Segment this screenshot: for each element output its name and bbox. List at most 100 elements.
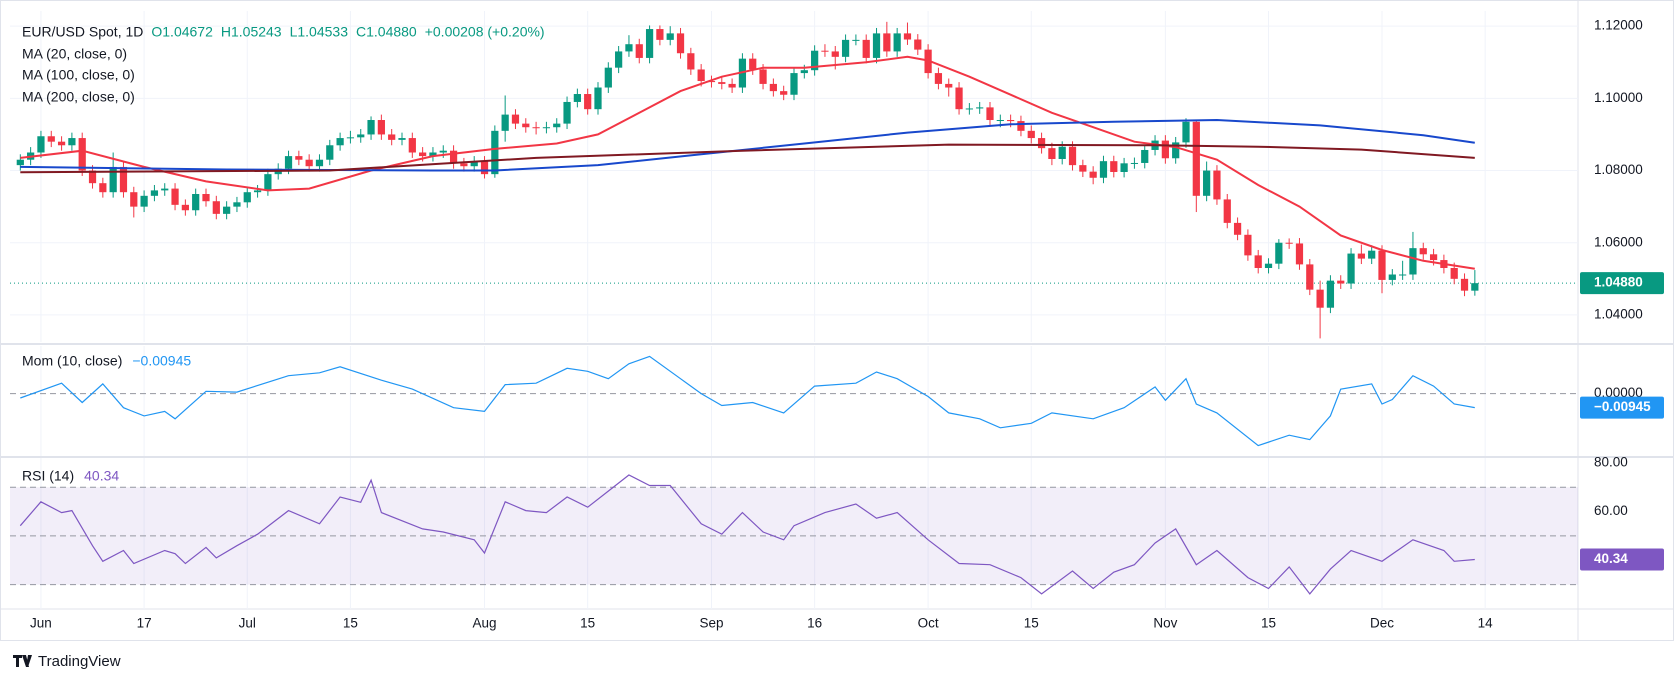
candle-body (1130, 162, 1139, 164)
legend-entry: MA (20, close, 0) (22, 46, 127, 62)
x-tick-label: Aug (473, 616, 497, 631)
last-value-label: 1.04880 (1594, 275, 1643, 290)
candle-body (1027, 130, 1035, 139)
candle-body (542, 127, 551, 129)
candle-body (398, 138, 406, 140)
candle-body (511, 114, 520, 124)
legend-entry: MA (200, close, 0) (22, 89, 135, 105)
legend-entry: RSI (14) (22, 468, 74, 484)
candle-body (656, 29, 664, 40)
x-tick-label: 14 (1478, 616, 1494, 631)
candle-body (1357, 253, 1365, 259)
candle-body (522, 123, 530, 128)
y-tick-label: 1.12000 (1594, 18, 1643, 33)
legend-entry: MA (100, close, 0) (22, 67, 135, 83)
candle-body (986, 107, 994, 121)
candle-body (1233, 222, 1242, 235)
candle-body (233, 202, 241, 207)
candle-body (1378, 250, 1386, 280)
candle-body (811, 50, 819, 71)
candle-body (1079, 165, 1087, 172)
candle-body (1326, 280, 1335, 308)
candle-body (192, 194, 200, 211)
candle-body (955, 87, 963, 110)
candle-body (1192, 121, 1200, 196)
y-tick-label: 0.00000 (1594, 385, 1643, 400)
candle-body (635, 44, 643, 58)
candle-body (1182, 121, 1190, 143)
candle-body (264, 174, 272, 191)
candle-body (1471, 283, 1479, 291)
series-line (20, 355, 1475, 447)
candle-body (893, 33, 901, 52)
candle-body (1007, 120, 1015, 122)
candle-body (841, 39, 850, 57)
ohlc-close: C1.04880 (356, 24, 417, 40)
ohlc-open: O1.04672 (151, 24, 213, 40)
candle-body (429, 152, 437, 157)
x-tick-label: 15 (580, 616, 595, 631)
candle-body (749, 58, 757, 70)
candle-body (976, 107, 984, 109)
candle-body (553, 123, 561, 128)
candle-body (821, 50, 829, 52)
candle-body (769, 83, 777, 92)
candle-body (697, 69, 705, 82)
candle-body (1285, 242, 1293, 244)
candle-body (1306, 264, 1314, 290)
last-value-badge (1580, 272, 1664, 295)
candle-body (604, 67, 612, 88)
candle-body (470, 161, 478, 167)
candle-body (315, 159, 324, 167)
candle-body (1120, 163, 1128, 172)
candle-body (1264, 263, 1273, 269)
candle-body (491, 130, 499, 175)
series-line (20, 143, 1475, 174)
candle-body (460, 163, 468, 167)
candle-body (1089, 171, 1097, 178)
candle-body (676, 33, 685, 54)
series-line (20, 55, 1475, 270)
candle-body (790, 73, 798, 95)
candle-body (1409, 248, 1417, 275)
x-tick-label: 16 (807, 616, 822, 631)
candle-body (336, 138, 344, 146)
ohlc-change: +0.00208 (+0.20%) (425, 24, 545, 40)
candle-body (367, 120, 375, 135)
candle-body (439, 150, 447, 153)
grid-layer (10, 11, 1578, 609)
candle-body (501, 114, 509, 131)
legend-entry: Mom (10, close) (22, 353, 122, 369)
candle-body (1254, 255, 1262, 269)
legend-value: −0.00945 (132, 353, 191, 369)
candle-body (563, 101, 571, 124)
candle-body (1368, 250, 1376, 259)
candle-body (1275, 242, 1283, 264)
candle-body (357, 134, 365, 138)
x-tick-label: Jun (30, 616, 52, 631)
candle-body (934, 73, 943, 84)
candle-body (161, 188, 169, 191)
candle-body (1295, 243, 1304, 265)
candle-body (1203, 170, 1211, 196)
candle-body (862, 39, 870, 58)
candle-body (449, 150, 458, 164)
candle-body (57, 141, 66, 146)
candle-body (903, 33, 912, 40)
x-tick-label: 15 (1024, 616, 1039, 631)
candle-body (914, 39, 922, 50)
candle-body (419, 152, 427, 157)
candle-body (1048, 148, 1056, 159)
candle-body (718, 82, 726, 84)
ohlc-high: H1.05243 (221, 24, 282, 40)
y-tick-label: 1.10000 (1594, 90, 1643, 105)
candle-body (728, 83, 736, 88)
candle-body (831, 51, 839, 57)
candle-body (346, 137, 355, 139)
candle-body (1058, 146, 1066, 159)
candle-body (996, 120, 1004, 122)
last-value-badge (1580, 548, 1664, 571)
candle-body (645, 29, 654, 58)
candle-body (1337, 280, 1345, 284)
candle-body (1460, 278, 1469, 291)
